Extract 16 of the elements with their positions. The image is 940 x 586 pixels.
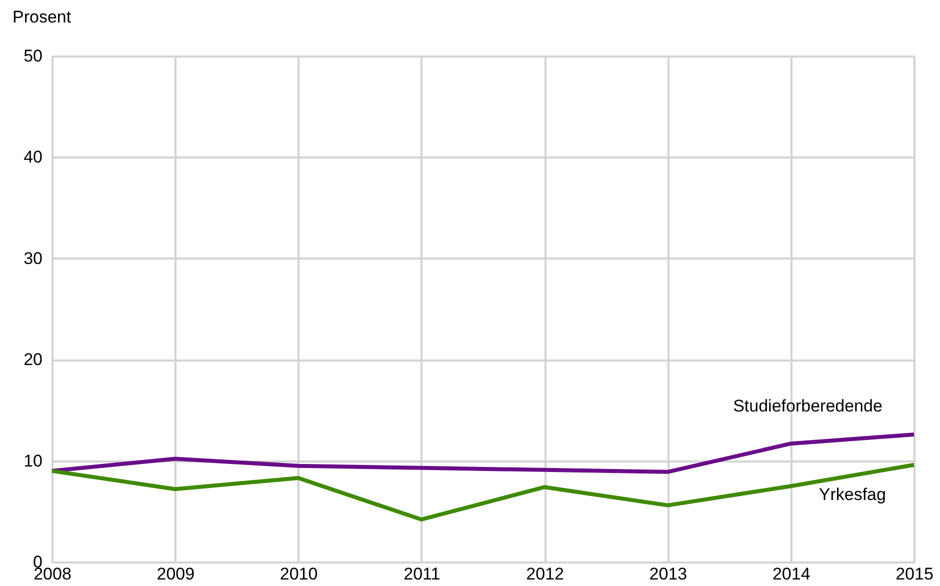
x-tick-label: 2010 xyxy=(280,564,318,584)
y-tick-label: 30 xyxy=(24,248,42,268)
y-tick-label: 40 xyxy=(24,148,42,167)
y-tick-label: 20 xyxy=(24,350,42,370)
y-axis-title: Prosent xyxy=(12,8,72,26)
x-tick-label: 2009 xyxy=(156,564,195,584)
series-label: Yrkesfag xyxy=(818,484,886,504)
y-tick-label: 10 xyxy=(24,451,42,470)
y-tick-label: 50 xyxy=(24,46,42,66)
x-tick-label: 2011 xyxy=(404,564,440,584)
x-tick-label: 2014 xyxy=(772,564,810,584)
x-tick-label: 2012 xyxy=(526,564,564,584)
x-tick-label: 2013 xyxy=(649,564,688,584)
line-series xyxy=(50,462,916,522)
series-label: Studieforberedende xyxy=(733,396,882,416)
x-tick-label: 2015 xyxy=(896,564,934,584)
